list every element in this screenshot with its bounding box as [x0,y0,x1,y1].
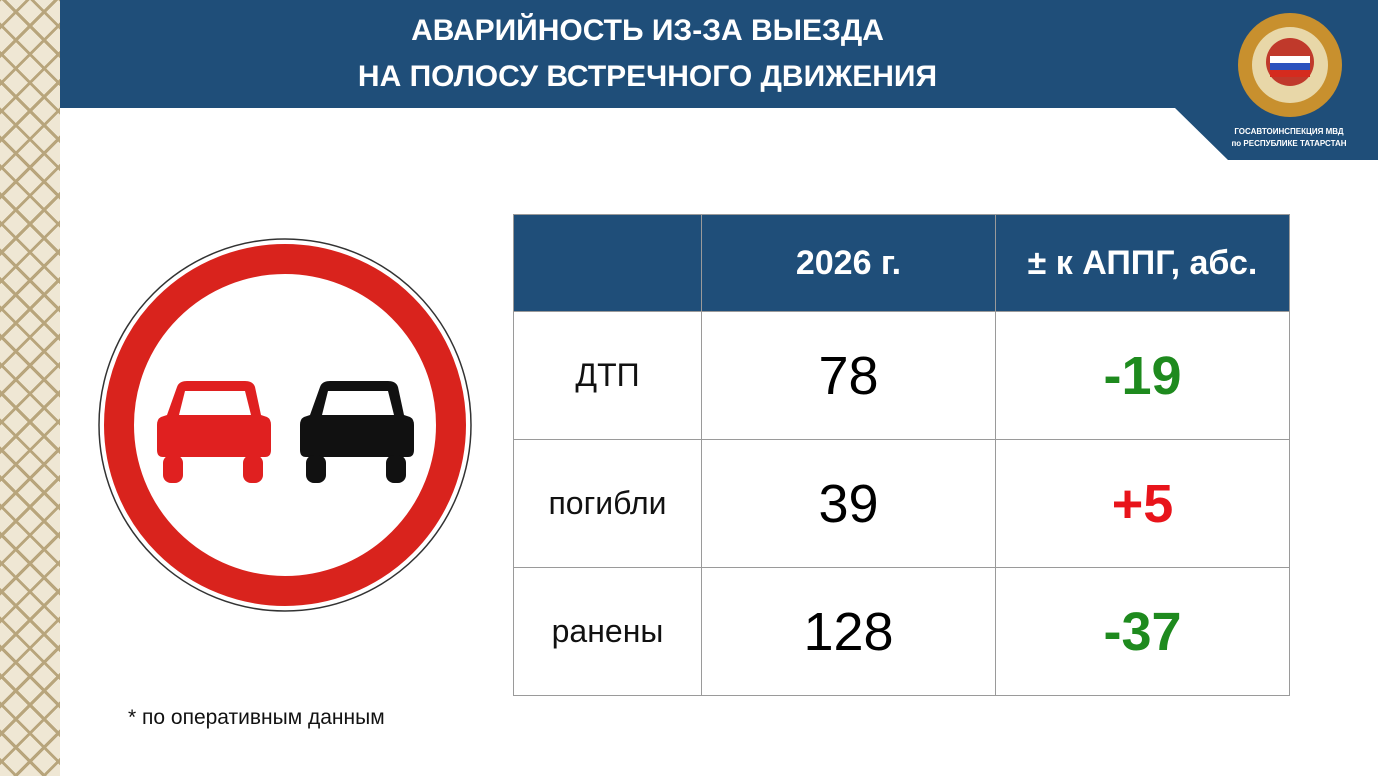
table-row: ранены 128 -37 [513,567,1290,696]
change-cell: -37 [995,567,1290,696]
row-label: ДТП [513,311,702,440]
change-cell: -19 [995,311,1290,440]
header-cell [513,214,702,312]
value-cell: 128 [701,567,996,696]
row-label: ранены [513,567,702,696]
logo-text: ГОСАВТОИНСПЕКЦИЯ МВД [1234,127,1344,136]
logo-panel [1160,0,1378,160]
stats-table: 2026 г. ± к АППГ, абс. ДТП 78 -19 погибли 39… [513,214,1290,696]
value-cell: 78 [701,311,996,440]
header-row: 2026 г. ± к АППГ, абс. [513,214,1290,312]
table-row: ДТП 78 -19 [513,311,1290,440]
ornament-strip [0,0,60,776]
table-row: погибли 39 +5 [513,439,1290,568]
road-sign [98,238,472,612]
header-cell: 2026 г. [701,214,996,312]
title: АВАРИЙНОСТЬ ИЗ-ЗА ВЫЕЗДА [411,14,884,47]
header-bar [60,0,1240,108]
logo-text: по РЕСПУБЛИКЕ ТАТАРСТАН [1231,139,1347,148]
title: НА ПОЛОСУ ВСТРЕЧНОГО ДВИЖЕНИЯ [357,60,938,93]
footnote: * по оперативным данным [128,706,385,729]
value-cell: 39 [701,439,996,568]
change-cell: +5 [995,439,1290,568]
row-label: погибли [513,439,702,568]
header-cell: ± к АППГ, абс. [995,214,1290,312]
